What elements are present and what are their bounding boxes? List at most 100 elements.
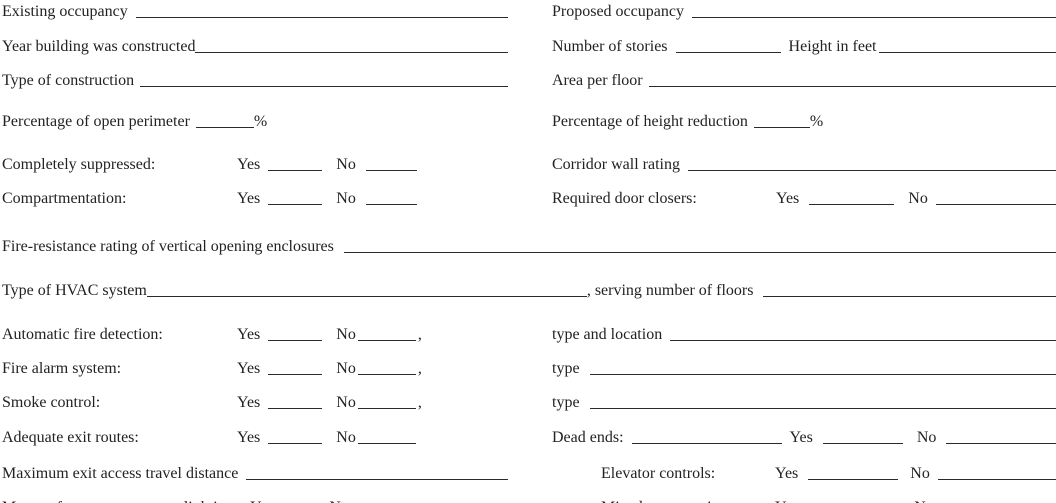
completely-suppressed-yes-label: Yes [237,156,261,173]
automatic-fire-detection-no-input[interactable] [357,327,416,341]
required-door-closers-yes-label: Yes [776,190,800,207]
row-travel-distance-elevator: Maximum exit access travel distance Elev… [0,464,1056,482]
completely-suppressed-no-input[interactable] [365,157,417,171]
type-of-hvac-system-label: Type of HVAC system [2,282,147,299]
elevator-controls-no-label: No [910,465,930,482]
existing-occupancy-label: Existing occupancy [2,3,128,20]
smoke-control-no-input[interactable] [357,395,416,409]
type-of-construction-input[interactable] [140,73,508,87]
egress-lighting-no-label: No [329,499,349,503]
elevator-controls-yes-input[interactable] [808,466,899,480]
smoke-control-type-input[interactable] [589,395,1056,409]
row-egress-lighting-mixed: Means of egress emergency lighting: Yes … [0,498,1056,503]
area-per-floor-label: Area per floor [552,72,643,89]
adequate-exit-routes-no-input[interactable] [357,430,416,444]
dead-ends-input[interactable] [631,430,782,444]
completely-suppressed-no-label: No [336,156,356,173]
mixed-occupancies-label: Mixed occupancies: [601,499,775,503]
automatic-fire-detection-no-label: No [336,326,356,343]
required-door-closers-no-input[interactable] [935,191,1056,205]
type-of-hvac-system-input[interactable] [146,283,587,297]
height-in-feet-label: Height in feet [788,38,877,55]
height-in-feet-input[interactable] [878,39,1056,53]
completely-suppressed-label: Completely suppressed: [2,156,156,173]
egress-lighting-yes-label: Yes [250,499,273,503]
fire-alarm-no-label: No [336,360,356,377]
fire-resistance-rating-label: Fire-resistance rating of vertical openi… [2,238,334,255]
dead-ends-label: Dead ends: [552,429,624,446]
adequate-exit-routes-yes-input[interactable] [268,430,323,444]
row-compartmentation-doorclosers: Compartmentation: Yes No Required door c… [0,189,1056,207]
compartmentation-no-input[interactable] [365,191,417,205]
serving-number-of-floors-input[interactable] [763,283,1056,297]
row-fire-detection: Automatic fire detection: Yes No , type … [0,325,1056,343]
compartmentation-no-label: No [336,190,356,207]
fire-alarm-yes-label: Yes [237,360,261,377]
automatic-fire-detection-yes-label: Yes [237,326,261,343]
row-percentages: Percentage of open perimeter % Percentag… [0,112,1056,130]
elevator-controls-label: Elevator controls: [601,465,716,482]
type-and-location-input[interactable] [670,327,1056,341]
row-fire-alarm: Fire alarm system: Yes No , type [0,359,1056,377]
corridor-wall-rating-label: Corridor wall rating [552,156,680,173]
fire-alarm-yes-input[interactable] [268,361,323,375]
fire-alarm-system-label: Fire alarm system: [2,360,122,377]
egress-lighting-label: Means of egress emergency lighting: [2,499,238,503]
required-door-closers-yes-input[interactable] [809,191,895,205]
automatic-fire-detection-comma: , [417,326,422,343]
row-smoke-control: Smoke control: Yes No , type [0,393,1056,411]
smoke-control-no-label: No [336,394,356,411]
smoke-control-yes-label: Yes [237,394,261,411]
row-fire-resistance-rating: Fire-resistance rating of vertical openi… [0,237,1056,255]
type-and-location-label: type and location [552,326,663,343]
required-door-closers-label: Required door closers: [552,190,697,207]
existing-occupancy-input[interactable] [135,4,508,18]
compartmentation-yes-input[interactable] [268,191,323,205]
adequate-exit-routes-no-label: No [336,429,356,446]
elevator-controls-yes-label: Yes [775,465,799,482]
row-occupancy: Existing occupancy Proposed occupancy [0,2,1056,20]
area-per-floor-input[interactable] [648,73,1056,87]
mixed-occupancies-no-label: No [914,499,934,503]
max-exit-access-input[interactable] [246,466,508,480]
smoke-control-type-label: type [552,394,580,411]
row-hvac: Type of HVAC system , serving number of … [0,281,1056,299]
fire-alarm-type-input[interactable] [589,361,1056,375]
dead-ends-no-input[interactable] [946,430,1056,444]
serving-number-of-floors-label: , serving number of floors [586,282,754,299]
adequate-exit-routes-yes-label: Yes [237,429,261,446]
proposed-occupancy-input[interactable] [691,4,1056,18]
dead-ends-no-label: No [916,429,937,446]
row-suppressed-corridor: Completely suppressed: Yes No Corridor w… [0,155,1056,173]
height-reduction-label: Percentage of height reduction [552,113,748,130]
year-constructed-input[interactable] [195,39,508,53]
max-exit-access-label: Maximum exit access travel distance [2,465,239,482]
automatic-fire-detection-label: Automatic fire detection: [2,326,163,343]
row-construction-area: Type of construction Area per floor [0,71,1056,89]
adequate-exit-routes-label: Adequate exit routes: [2,429,139,446]
number-of-stories-input[interactable] [675,39,781,53]
required-door-closers-no-label: No [908,190,928,207]
number-of-stories-label: Number of stories [552,38,668,55]
smoke-control-comma: , [417,394,422,411]
height-reduction-input[interactable] [753,114,810,128]
row-exit-routes-dead-ends: Adequate exit routes: Yes No Dead ends: … [0,428,1056,446]
fire-resistance-rating-input[interactable] [343,239,1056,253]
compartmentation-label: Compartmentation: [2,190,127,207]
proposed-occupancy-label: Proposed occupancy [552,3,684,20]
open-perimeter-input[interactable] [195,114,254,128]
row-year-stories: Year building was constructed Number of … [0,37,1056,55]
dead-ends-yes-input[interactable] [822,430,903,444]
corridor-wall-rating-input[interactable] [687,157,1056,171]
year-constructed-label: Year building was constructed [2,38,196,55]
mixed-occupancies-yes-label: Yes [775,499,798,503]
type-of-construction-label: Type of construction [2,72,135,89]
fire-alarm-no-input[interactable] [357,361,416,375]
compartmentation-yes-label: Yes [237,190,261,207]
completely-suppressed-yes-input[interactable] [268,157,323,171]
height-reduction-unit: % [809,113,824,130]
elevator-controls-no-input[interactable] [937,466,1056,480]
smoke-control-yes-input[interactable] [268,395,323,409]
automatic-fire-detection-yes-input[interactable] [268,327,323,341]
